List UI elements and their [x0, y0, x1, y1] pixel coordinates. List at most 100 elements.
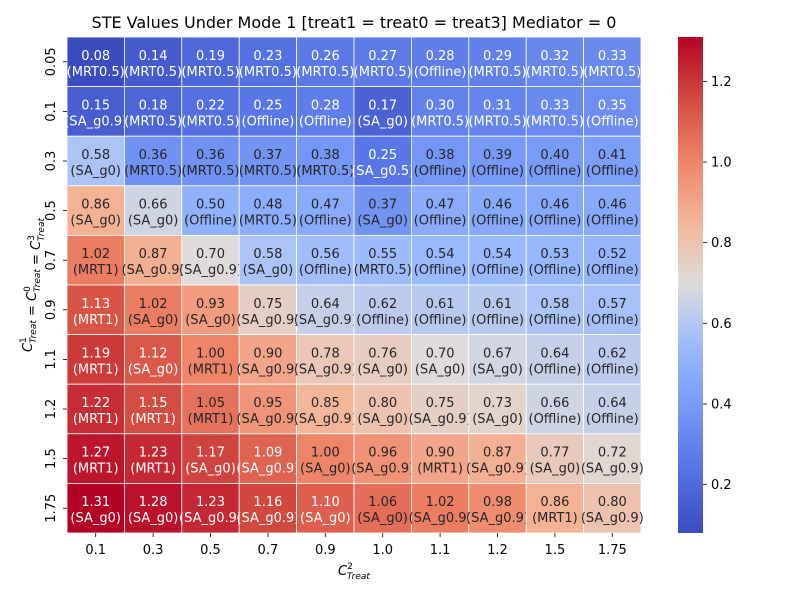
y-tick-label: 0.3: [44, 151, 59, 172]
cell-value-label: 0.67: [483, 346, 512, 361]
cell-method-label: (Offline): [471, 214, 524, 229]
cell-value-label: 0.90: [426, 446, 455, 461]
cell-value-label: 0.19: [196, 49, 225, 64]
cell-method-label: (Offline): [529, 263, 582, 278]
x-tick-label: 0.7: [258, 543, 279, 558]
cell-value-label: 0.25: [253, 98, 282, 113]
cell-method-label: (SA_g0.9): [122, 263, 185, 278]
cell-method-label: (Offline): [529, 313, 582, 328]
heatmap-cell: [468, 334, 527, 385]
heatmap-cell: [296, 482, 355, 534]
heatmap-cell: [353, 234, 412, 286]
heatmap-cell: [296, 284, 355, 335]
x-tick-label: 0.3: [143, 543, 164, 558]
cell-method-label: (SA_g0.9): [179, 511, 242, 526]
cell-value-label: 0.75: [253, 297, 282, 312]
cell-method-label: (SA_g0.9): [236, 462, 299, 477]
cell-method-label: (Offline): [414, 164, 467, 179]
cell-value-label: 0.22: [196, 98, 225, 113]
chart-title: STE Values Under Mode 1 [treat1 = treat0…: [92, 13, 617, 32]
heatmap-cell: [238, 86, 297, 137]
cell-value-label: 0.41: [598, 148, 627, 163]
cell-method-label: (SA_g0.5): [351, 164, 414, 179]
cell-method-label: (Offline): [471, 313, 524, 328]
heatmap-cell: [525, 383, 585, 435]
cell-method-label: (SA_g0.9): [236, 362, 299, 377]
cell-method-label: (Offline): [529, 214, 582, 229]
cell-method-label: (Offline): [471, 164, 524, 179]
cell-method-label: (SA_g0): [128, 511, 179, 526]
cell-value-label: 0.62: [598, 346, 627, 361]
heatmap-cell: [468, 185, 527, 236]
cell-value-label: 0.80: [598, 495, 627, 510]
cell-value-label: 0.61: [426, 297, 455, 312]
heatmap-cell: [296, 234, 355, 286]
cell-value-label: 0.25: [368, 148, 397, 163]
cell-method-label: (Offline): [586, 362, 639, 377]
cell-method-label: (Offline): [299, 114, 352, 129]
y-tick-label: 1.1: [44, 349, 59, 370]
heatmap-cell: [66, 284, 125, 335]
cell-method-label: (MRT0.5): [296, 164, 354, 179]
heatmap-cell: [238, 383, 297, 435]
cell-value-label: 0.46: [483, 198, 512, 213]
cell-value-label: 0.35: [598, 98, 627, 113]
heatmap-cell: [353, 284, 412, 335]
heatmap-cell: [525, 135, 585, 187]
cell-value-label: 1.12: [139, 346, 168, 361]
cell-value-label: 0.15: [81, 98, 110, 113]
cell-value-label: 1.23: [139, 446, 168, 461]
cell-method-label: (Offline): [299, 263, 352, 278]
cell-method-label: (SA_g0): [357, 511, 408, 526]
cell-value-label: 0.56: [311, 247, 340, 262]
cell-value-label: 0.58: [540, 297, 569, 312]
cell-method-label: (MRT1): [73, 263, 119, 278]
cell-value-label: 0.32: [540, 49, 569, 64]
cell-method-label: (SA_g0.9): [466, 462, 529, 477]
heatmap-cell: [124, 383, 183, 435]
cell-value-label: 0.61: [483, 297, 512, 312]
cell-method-label: (MRT1): [130, 412, 176, 427]
heatmap-cell: [353, 334, 412, 385]
cell-value-label: 1.09: [253, 446, 282, 461]
cell-method-label: (Offline): [356, 313, 409, 328]
cell-value-label: 0.33: [540, 98, 569, 113]
heatmap-cell: [525, 433, 585, 484]
heatmap-cells: 0.08(MRT0.5)0.14(MRT0.5)0.19(MRT0.5)0.23…: [64, 36, 644, 534]
cell-value-label: 0.64: [598, 396, 627, 411]
cell-value-label: 0.30: [426, 98, 455, 113]
heatmap-cell: [238, 482, 297, 534]
cell-method-label: (SA_g0): [70, 511, 121, 526]
cell-method-label: (Offline): [414, 65, 467, 80]
heatmap-cell: [181, 234, 240, 286]
cell-value-label: 0.62: [368, 297, 397, 312]
cell-value-label: 0.36: [139, 148, 168, 163]
heatmap-cell: [410, 234, 470, 286]
heatmap-cell: [525, 86, 585, 137]
heatmap-cell: [525, 334, 585, 385]
heatmap-cell: [583, 383, 642, 435]
cell-value-label: 1.02: [81, 247, 110, 262]
x-tick-label: 1.2: [487, 543, 508, 558]
heatmap-cell: [410, 135, 470, 187]
cell-value-label: 1.00: [311, 446, 340, 461]
cell-value-label: 0.46: [540, 198, 569, 213]
cell-method-label: (SA_g0.9): [409, 511, 472, 526]
y-tick-label: 0.9: [44, 299, 59, 320]
cell-value-label: 0.73: [483, 396, 512, 411]
cell-method-label: (Offline): [586, 214, 639, 229]
cell-value-label: 0.53: [540, 247, 569, 262]
cell-method-label: (SA_g0.9): [294, 313, 357, 328]
cell-value-label: 0.64: [540, 346, 569, 361]
cell-value-label: 0.08: [81, 49, 110, 64]
cell-method-label: (SA_g0): [300, 511, 351, 526]
heatmap-cell: [410, 433, 470, 484]
heatmap-cell: [410, 86, 470, 137]
cell-method-label: (SA_g0): [357, 412, 408, 427]
cell-value-label: 1.15: [139, 396, 168, 411]
heatmap-cell: [66, 334, 125, 385]
cell-value-label: 0.75: [426, 396, 455, 411]
heatmap-cell: [583, 234, 642, 286]
cell-value-label: 0.87: [483, 446, 512, 461]
heatmap-cell: [583, 482, 642, 534]
